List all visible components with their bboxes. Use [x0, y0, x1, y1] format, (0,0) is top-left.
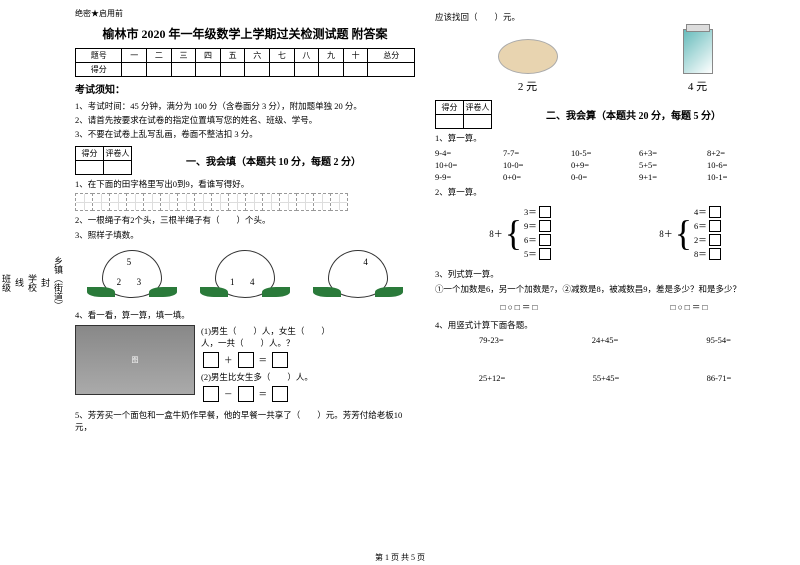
- vcalc-item: 24+45=: [592, 335, 619, 345]
- p2-question-2: 2、算一算。: [435, 186, 775, 198]
- peach-num: 4: [250, 277, 255, 287]
- exam-title: 榆林市 2020 年一年级数学上学期过关检测试题 附答案: [75, 25, 415, 42]
- scorebox-score: 得分: [76, 147, 104, 161]
- bread-icon: [498, 39, 558, 74]
- peach-num: 5: [127, 257, 132, 267]
- p2-question-3a: ①一个加数是6，另一个加数是7，②减数是8，被减数昌9，差是多少？和是多少？: [435, 283, 775, 295]
- tianzige-grid: [75, 193, 415, 211]
- vcalc-item: 79-23=: [479, 335, 504, 345]
- vcalc-item: 86-71=: [707, 373, 732, 383]
- q4-line2: (2)男生比女生多（ ）人。: [201, 371, 415, 383]
- page-footer: 第 1 页 共 5 页: [0, 552, 800, 563]
- calc-item: 10-1=: [707, 172, 775, 182]
- p2-question-4: 4、用竖式计算下面各题。: [435, 319, 775, 331]
- vcalc-row1: 79-23= 24+45= 95-54=: [435, 335, 775, 345]
- secret-label: 绝密★启用前: [75, 8, 415, 19]
- peach-num: 3: [137, 277, 142, 287]
- calc-item: 0+9=: [571, 160, 639, 170]
- calc-item: 10-6=: [707, 160, 775, 170]
- calc-item: 8+2=: [707, 148, 775, 158]
- vcalc-item: 55+45=: [593, 373, 620, 383]
- scorebox: 得分评卷人: [435, 100, 492, 129]
- brace-right: 8＋ { 4＝6＝2＝8＝: [659, 205, 721, 261]
- scorebox-marker: 评卷人: [104, 147, 132, 161]
- binding-margin: 乡镇（街道） 封 学校 线 班级 内 姓名 答 学号 题: [0, 0, 65, 565]
- calc-item: 6+3=: [639, 148, 707, 158]
- question-1: 1、在下面的田字格里写出0到9，看谁写得好。: [75, 178, 415, 190]
- calc-item: 5+5=: [639, 160, 707, 170]
- eq-template: □○□＝□: [500, 301, 539, 313]
- calc-item: 10+0=: [435, 160, 503, 170]
- calc-item: 9+1=: [639, 172, 707, 182]
- equation-boxes: ＋＝: [201, 352, 415, 368]
- question-5: 5、芳芳买一个面包和一盒牛奶作早餐，他的早餐一共享了（ ）元。芳芳付给老板10元…: [75, 409, 415, 433]
- eq-template: □○□＝□: [670, 301, 709, 313]
- peach-num: 1: [230, 277, 235, 287]
- notice-item: 1、考试时间：45 分钟，满分为 100 分（含卷面分 3 分），附加题单独 2…: [75, 100, 415, 112]
- equation-boxes: －＝: [201, 386, 415, 402]
- vcalc-row2: 25+12= 55+45= 86-71=: [435, 373, 775, 383]
- peach-3: 4: [313, 245, 403, 305]
- q4-line1b: 人，一共（ ）人。？: [201, 337, 415, 349]
- left-column: 绝密★启用前 榆林市 2020 年一年级数学上学期过关检测试题 附答案 题号一二…: [65, 0, 425, 565]
- bread-price: 2 元: [498, 78, 558, 94]
- p2-question-1: 1、算一算。: [435, 132, 775, 144]
- milk-price: 4 元: [683, 78, 713, 94]
- brace-item: 5＝: [524, 248, 551, 260]
- brace-item: 4＝: [694, 206, 721, 218]
- vcalc-item: 25+12=: [479, 373, 506, 383]
- part2-title: 二、我会算（本题共 20 分，每题 5 分）: [492, 107, 775, 122]
- question-5b: 应该找回（ ）元。: [435, 11, 775, 23]
- brace-prefix: 8＋: [489, 227, 503, 240]
- brace-item: 6＝: [694, 220, 721, 232]
- notice-header: 考试须知：: [75, 81, 415, 96]
- peach-1: 5 2 3: [87, 245, 177, 305]
- brace-item: 2＝: [694, 234, 721, 246]
- side-label: 乡镇（街道）: [52, 256, 65, 310]
- score-table: 题号一二三四五六七八九十总分 得分: [75, 48, 415, 77]
- question-3: 3、照样子填数。: [75, 229, 415, 241]
- question-4: 4、看一看，算一算，填一填。: [75, 309, 415, 321]
- notice-item: 3、不要在试卷上乱写乱画，卷面不整洁扣 3 分。: [75, 128, 415, 140]
- side-label: 学校: [26, 274, 39, 292]
- vcalc-item: 95-54=: [706, 335, 731, 345]
- notice-item: 2、请首先按要求在试卷的指定位置填写您的姓名、班级、学号。: [75, 114, 415, 126]
- brace-item: 9＝: [524, 220, 551, 232]
- part1-title: 一、我会填（本题共 10 分，每题 2 分）: [132, 153, 415, 168]
- peach-num: 2: [117, 277, 122, 287]
- peach-2: 1 4: [200, 245, 290, 305]
- calc-item: 10-5=: [571, 148, 639, 158]
- scorebox-score: 得分: [436, 101, 464, 115]
- question-2: 2、一根绳子有2个头，三根半绳子有（ ）个头。: [75, 214, 415, 226]
- brace-item: 8＝: [694, 248, 721, 260]
- side-cut: 封: [39, 278, 52, 287]
- calc-list: 9-4=7-7=10-5=6+3=8+2= 10+0=10-0=0+9=5+5=1…: [435, 147, 775, 183]
- calc-item: 0+0=: [503, 172, 571, 182]
- q4-line1: (1)男生（ ）人，女生（ ）: [201, 325, 415, 337]
- peach-num: 4: [363, 257, 368, 267]
- kids-image: 图: [75, 325, 195, 395]
- p2-question-3: 3、列式算一算。: [435, 268, 775, 280]
- peach-figures: 5 2 3 1 4 4: [75, 245, 415, 305]
- calc-item: 10-0=: [503, 160, 571, 170]
- right-column: 应该找回（ ）元。 2 元 4 元 得分评卷人 二、我会算（本题共 20 分，每…: [425, 0, 785, 565]
- brace-item: 6＝: [524, 234, 551, 246]
- scorebox-marker: 评卷人: [464, 101, 492, 115]
- side-line: 线: [13, 278, 26, 287]
- milk-icon: [683, 29, 713, 74]
- brace-prefix: 8＋: [659, 227, 673, 240]
- calc-item: 7-7=: [503, 148, 571, 158]
- brace-left: 8＋ { 3＝9＝6＝5＝: [489, 205, 551, 261]
- side-label: 班级: [0, 274, 13, 292]
- calc-item: 9-4=: [435, 148, 503, 158]
- brace-item: 3＝: [524, 206, 551, 218]
- calc-item: 0-0=: [571, 172, 639, 182]
- item-images: 2 元 4 元: [435, 29, 775, 94]
- calc-item: 9-9=: [435, 172, 503, 182]
- scorebox: 得分评卷人: [75, 146, 132, 175]
